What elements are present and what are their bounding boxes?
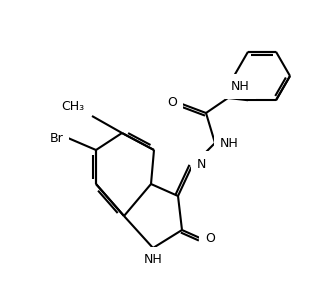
Text: NH: NH <box>144 253 162 266</box>
Text: N: N <box>197 157 206 170</box>
Text: O: O <box>167 96 177 109</box>
Text: Br: Br <box>49 131 63 144</box>
Text: NH: NH <box>231 80 250 93</box>
Text: CH₃: CH₃ <box>61 100 84 113</box>
Text: O: O <box>205 231 215 244</box>
Text: NH: NH <box>220 136 239 149</box>
